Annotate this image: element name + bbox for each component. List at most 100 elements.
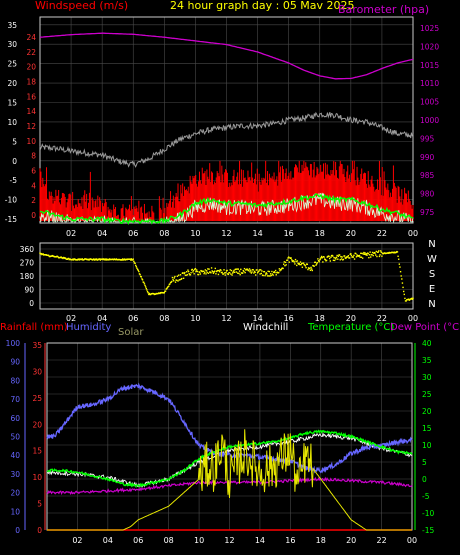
wind-direction-point — [138, 270, 140, 273]
wind-direction-point — [212, 272, 215, 275]
wind-direction-point — [146, 290, 149, 293]
panel1-x-tick: 08 — [159, 229, 169, 238]
wind-direction-point — [360, 256, 363, 258]
wind-direction-point — [203, 272, 205, 275]
wind-direction-point — [377, 251, 379, 253]
panel1-x-tick: 06 — [128, 229, 138, 238]
wind-direction-point — [380, 251, 382, 253]
wind-direction-point — [334, 257, 336, 259]
wind-direction-point — [92, 259, 94, 261]
wind-direction-point — [336, 254, 338, 257]
wind-direction-point — [366, 254, 368, 256]
rainfall-label: Rainfall (mm) — [0, 322, 68, 333]
windspeed-label: Windspeed (m/s) — [35, 0, 128, 12]
panel2-x-tick: 04 — [97, 314, 107, 323]
wind-direction-point — [232, 272, 234, 274]
panel3-rain-tick: 35 — [32, 341, 42, 350]
wind-direction-point — [185, 274, 187, 277]
wind-direction-point — [319, 259, 321, 261]
wind-direction-point — [337, 258, 339, 260]
wind-direction-point — [136, 267, 138, 269]
wind-direction-point — [274, 271, 276, 274]
panel1-x-tick: 18 — [315, 229, 325, 238]
wind-direction-point — [412, 297, 414, 300]
wind-direction-point — [241, 272, 244, 274]
wind-direction-point — [143, 281, 145, 284]
panel1-right-tick: 1010 — [420, 79, 439, 88]
panel1-right-tick: 1025 — [420, 24, 439, 33]
wind-direction-point — [285, 264, 287, 266]
wind-direction-point — [363, 251, 365, 254]
panel1-frame — [39, 16, 414, 224]
wind-direction-point — [222, 273, 225, 275]
wind-direction-point — [136, 268, 139, 271]
wind-direction-point — [189, 274, 192, 276]
panel2-compass-label: W — [427, 254, 437, 265]
wind-direction-point — [244, 271, 246, 274]
wind-direction-point — [304, 265, 307, 267]
wind-direction-point — [237, 268, 240, 270]
panel1-plot — [39, 32, 414, 226]
wind-direction-point — [229, 269, 231, 271]
wind-direction-point — [273, 271, 276, 273]
panel1-red-tick: 10 — [26, 137, 36, 146]
wind-direction-point — [184, 271, 186, 274]
wind-direction-point — [121, 259, 123, 261]
panel3-temp-tick: -10 — [422, 509, 434, 518]
panel3-x-tick: 20 — [346, 536, 356, 545]
wind-direction-point — [399, 266, 401, 268]
wind-direction-point — [345, 257, 347, 260]
wind-direction-point — [279, 270, 281, 272]
wind-direction-point — [287, 257, 289, 259]
wind-direction-point — [239, 273, 241, 276]
wind-direction-point — [295, 260, 297, 263]
wind-direction-point — [335, 258, 337, 260]
wind-direction-point — [254, 271, 256, 273]
wind-direction-point — [213, 271, 215, 273]
wind-direction-point — [250, 272, 253, 274]
wind-direction-point — [57, 256, 59, 258]
wind-direction-point — [283, 261, 286, 263]
panel1-red-tick: 6 — [31, 167, 36, 176]
wind-direction-point — [223, 269, 225, 271]
panel2-x-tick: 16 — [284, 314, 294, 323]
wind-direction-point — [233, 269, 235, 272]
wind-direction-point — [297, 262, 299, 264]
wind-direction-point — [342, 258, 345, 261]
wind-direction-point — [347, 256, 349, 258]
wind-direction-point — [264, 274, 266, 277]
wind-direction-point — [171, 276, 174, 279]
wind-direction-point — [256, 269, 258, 271]
wind-direction-point — [378, 250, 380, 252]
wind-direction-point — [275, 274, 277, 276]
wind-direction-point — [411, 297, 413, 300]
wind-direction-point — [268, 270, 271, 273]
wind-direction-point — [296, 264, 298, 267]
wind-direction-point — [350, 253, 352, 255]
wind-direction-point — [166, 287, 168, 290]
panel1-x-tick: 20 — [346, 229, 356, 238]
wind-direction-point — [335, 256, 338, 259]
wind-direction-point — [311, 269, 313, 272]
panel3-humidity-tick: 10 — [10, 507, 20, 516]
wind-direction-point — [250, 269, 252, 271]
wind-direction-point — [139, 273, 141, 276]
wind-direction-point — [256, 272, 259, 274]
wind-direction-point — [169, 283, 171, 285]
wind-direction-point — [261, 270, 263, 272]
panel3-humidity-tick: 20 — [10, 489, 20, 498]
wind-direction-point — [305, 266, 307, 269]
wind-direction-point — [204, 271, 206, 273]
panel1-right-tick: 1000 — [420, 116, 439, 125]
dew-point-line — [46, 476, 413, 496]
wind-direction-point — [268, 275, 270, 277]
wind-direction-point — [372, 254, 374, 257]
wind-direction-point — [269, 275, 271, 277]
wind-direction-point — [375, 254, 377, 256]
panel1-right-tick: 990 — [420, 153, 435, 162]
wind-direction-point — [48, 254, 50, 257]
humidity-line — [46, 382, 413, 474]
wind-direction-point — [274, 269, 277, 272]
wind-direction-point — [315, 263, 318, 265]
wind-direction-point — [213, 270, 216, 272]
